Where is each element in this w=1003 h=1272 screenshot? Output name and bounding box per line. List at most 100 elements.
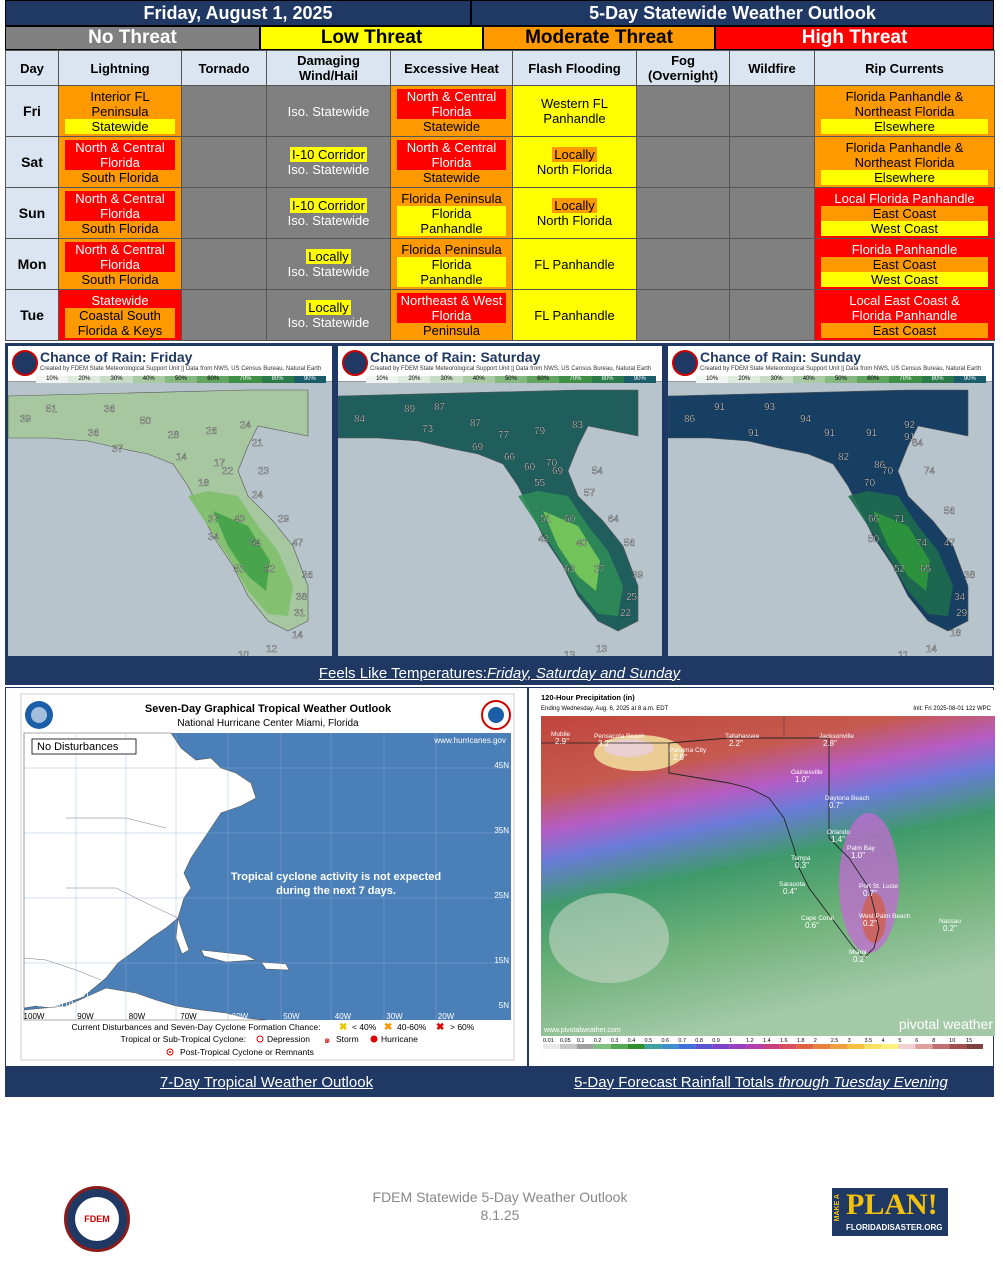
rain-map-2: 89 87 84 73 87 77 79 83 69 66 60 70 69 54 55 57 51 60 42 64… <box>337 345 663 657</box>
rain-value: 55 <box>534 478 546 489</box>
rain-scale-label: 10% <box>36 376 69 383</box>
cell-line: Interior FL <box>90 88 150 104</box>
rain-value: 64 <box>608 514 620 525</box>
depression-icon <box>256 1035 264 1043</box>
col-excessive-heat: Excessive Heat <box>390 50 513 86</box>
cell-lightning: North & Central Florida South Florida <box>58 136 182 188</box>
cell-wildfire <box>729 85 815 137</box>
precip-scale-label: 3 <box>848 1038 851 1044</box>
rain-value: 70 <box>864 478 876 489</box>
precip-city-value: 0.2" <box>943 924 957 933</box>
precip-city-value: 3.2" <box>598 739 612 748</box>
feels-like-caption[interactable]: Feels Like Temperatures: Friday, Saturda… <box>5 661 994 685</box>
no-disturbances-label: No Disturbances <box>37 741 119 753</box>
cell-line: South Florida <box>81 169 159 185</box>
rain-scale-label: 70% <box>889 376 922 383</box>
cell-rip-currents: Florida Panhandle East Coast West Coast <box>814 238 995 290</box>
col-tornado: Tornado <box>181 50 267 86</box>
rain-scale-label: 80% <box>921 376 954 383</box>
rain-scale-label: 40% <box>132 376 165 383</box>
rainfall-caption[interactable]: 5-Day Forecast Rainfall Totals through T… <box>528 1067 994 1097</box>
rainfall-caption-suffix: through Tuesday Evening <box>778 1073 948 1091</box>
cell-line: Florida <box>65 154 175 170</box>
rain-value: 91 <box>714 402 726 413</box>
rain-scale-label: 10% <box>696 376 729 383</box>
col-flash-flooding: Flash Flooding <box>512 50 637 86</box>
precip-scale-label: 0.5 <box>645 1038 653 1044</box>
tropical-caption[interactable]: 7-Day Tropical Weather Outlook <box>5 1067 528 1097</box>
cell-fog <box>636 187 730 239</box>
table-row: Sat North & Central Florida South Florida I-… <box>5 136 995 188</box>
rain-value: 74 <box>924 466 936 477</box>
precip-city-value: 0.6" <box>805 921 819 930</box>
precip-scale-label: 2.5 <box>831 1038 839 1044</box>
precip-city-value: 2.2" <box>729 739 743 748</box>
rain-value: 87 <box>434 402 446 413</box>
precip-city-name: Tampa <box>791 855 811 862</box>
rain-value: 11 <box>898 650 909 657</box>
precip-city-value: 2.9" <box>555 737 569 746</box>
precip-city-name: Daytona Beach <box>825 795 870 802</box>
cell-rip-currents: Florida Panhandle & Northeast Florida Else… <box>814 85 995 137</box>
rain-value: 40 <box>576 538 588 549</box>
rain-map-title: Chance of Rain: Sunday <box>700 349 862 365</box>
lon-label: 90W <box>77 1012 94 1021</box>
cell-wildfire <box>729 136 815 188</box>
cell-wildfire <box>729 238 815 290</box>
rain-value: 36 <box>104 404 116 415</box>
pivotal-site: www.pivotalweather.com <box>543 1027 621 1034</box>
cell-wind-hail: I-10 Corridor Iso. Statewide <box>266 187 391 239</box>
lat-label: 45N <box>494 761 509 770</box>
rain-scale-label: 90% <box>623 376 656 383</box>
rain-value: 51 <box>540 514 552 525</box>
rain-value: 34 <box>954 592 966 603</box>
cell-line: Florida <box>65 256 175 272</box>
rain-scale: 10% 20% 30% 40% 50% 60% 70% 80% 90% <box>696 376 986 383</box>
precip-scale-label: 0.01 <box>543 1038 554 1044</box>
threat-table: Day Lightning Tornado Damaging Wind/Hail… <box>5 50 995 341</box>
tropical-subtitle: National Hurricane Center Miami, Florida <box>177 718 359 729</box>
precip-city-name: Panama City <box>669 747 707 754</box>
cell-line: FL Panhandle <box>534 307 615 323</box>
precip-city-value: 1.4" <box>831 835 845 844</box>
lat-label: 35N <box>494 826 509 835</box>
rain-value: 38 <box>296 592 308 603</box>
cell-line: Panhandle <box>543 111 606 126</box>
precip-scale-label: 1.2 <box>746 1038 754 1044</box>
fdem-seal-icon: FDEM <box>64 1186 130 1252</box>
lat-label: 15N <box>494 956 509 965</box>
rain-value: 70 <box>546 458 558 469</box>
legend-high-threat: High Threat <box>715 26 994 50</box>
legend-moderate-threat: Moderate Threat <box>483 26 715 50</box>
rain-value: 60 <box>564 514 576 525</box>
lat-label: 5N <box>499 1001 509 1010</box>
rain-value: 65 <box>920 564 932 575</box>
rain-value: 29 <box>956 608 968 619</box>
cell-line: Peninsula <box>422 322 481 338</box>
rain-scale: 10% 20% 30% 40% 50% 60% 70% 80% 90% <box>366 376 656 383</box>
table-row: Fri Interior FL Peninsula Statewide Iso. Sta… <box>5 85 995 137</box>
rain-value: 43 <box>234 514 246 525</box>
precip-city-name: Port St. Lucie <box>859 883 898 890</box>
rain-value: 74 <box>916 538 928 549</box>
rain-value: 50 <box>868 534 880 545</box>
cell-line: Coastal South <box>65 307 175 323</box>
rain-value: 42 <box>538 534 550 545</box>
precip-city-value: 0.2" <box>863 919 877 928</box>
make-a-plan-logo[interactable]: MAKE A PLAN! FLORIDADISASTER.ORG <box>832 1188 948 1236</box>
lon-label: 70W <box>180 1012 197 1021</box>
precip-city-name: Mobile <box>551 731 571 738</box>
cell-line: Western FL <box>541 96 608 111</box>
outlook-title: 5-Day Statewide Weather Outlook <box>471 0 994 26</box>
lon-label: 40W <box>335 1012 352 1021</box>
cell-flash-flooding: FL Panhandle <box>512 238 637 290</box>
cell-lightning: North & Central Florida South Florida <box>58 238 182 290</box>
rain-value: 87 <box>470 418 482 429</box>
cell-line: Elsewhere <box>821 169 988 185</box>
rain-value: 50 <box>140 416 152 427</box>
feels-like-days: Friday, Saturday and Sunday <box>486 664 681 682</box>
footer-line-2: 8.1.25 <box>480 1207 520 1223</box>
table-row: Tue Statewide Coastal South Florida & Keys L… <box>5 289 995 341</box>
rain-value: 18 <box>950 628 962 639</box>
cell-line: Statewide <box>65 118 175 134</box>
